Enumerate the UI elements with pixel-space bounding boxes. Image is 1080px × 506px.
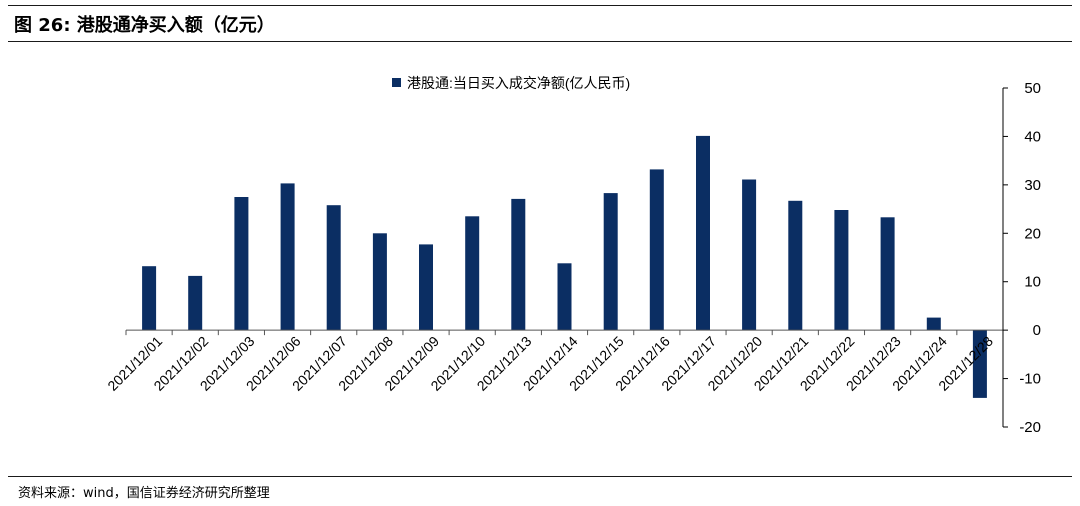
header-rule-bottom: [8, 41, 1072, 42]
bar-2021/12/21: [788, 200, 803, 331]
bar-2021/12/01: [142, 266, 157, 331]
bars-group: [142, 135, 987, 398]
bar-2021/12/02: [188, 275, 203, 331]
bar-2021/12/06: [280, 183, 295, 331]
y-tick-label: 40: [1024, 128, 1041, 145]
y-tick-label: -20: [1019, 419, 1041, 436]
bar-2021/12/07: [326, 205, 341, 331]
bar-2021/12/20: [742, 179, 757, 331]
source-note: 资料来源：wind，国信证券经济研究所整理: [18, 486, 270, 501]
bar-2021/12/03: [234, 197, 249, 331]
bar-2021/12/15: [603, 193, 618, 331]
y-axis: -20 -10 0 10 20 30 40 50: [1002, 80, 1041, 436]
y-tick-label: 30: [1024, 177, 1041, 194]
bar-2021/12/28: [972, 330, 987, 398]
y-tick-label: 20: [1024, 225, 1041, 242]
bar-chart: 港股通:当日买入成交净额(亿人民币) 2021/12/012021/12/022…: [104, 75, 1041, 436]
bar-2021/12/08: [372, 233, 387, 331]
bar-2021/12/16: [649, 169, 664, 331]
bar-2021/12/24: [926, 317, 941, 331]
x-axis: 2021/12/012021/12/022021/12/032021/12/06…: [104, 329, 1004, 394]
chart-legend: 港股通:当日买入成交净额(亿人民币): [392, 75, 630, 91]
bar-2021/12/22: [834, 210, 849, 331]
bar-2021/12/17: [696, 135, 710, 331]
legend-label: 港股通:当日买入成交净额(亿人民币): [407, 75, 630, 91]
y-tick-label: 50: [1024, 80, 1041, 97]
bar-2021/12/14: [557, 263, 572, 331]
bar-2021/12/09: [419, 244, 433, 331]
y-tick-label: 10: [1024, 274, 1041, 291]
bar-2021/12/10: [465, 216, 480, 331]
figure-footer: 资料来源：wind，国信证券经济研究所整理: [0, 474, 1080, 506]
legend-swatch: [392, 78, 401, 87]
y-tick-label: 0: [1033, 322, 1041, 339]
header-rule-top: [8, 5, 1072, 6]
bar-2021/12/23: [880, 217, 895, 331]
figure-title: 图 26: 港股通净买入额（亿元）: [14, 15, 275, 36]
y-tick-label: -10: [1019, 371, 1041, 388]
bar-2021/12/13: [511, 198, 526, 331]
figure-header: 图 26: 港股通净买入额（亿元）: [0, 0, 1080, 42]
footer-rule: [8, 476, 1072, 477]
chart-area: 港股通:当日买入成交净额(亿人民币) 2021/12/01 2021/12/02 2…: [0, 44, 1080, 474]
